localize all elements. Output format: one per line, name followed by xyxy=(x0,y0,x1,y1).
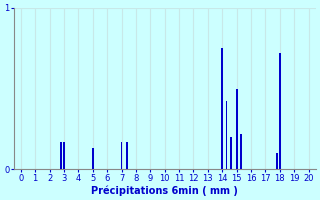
Bar xyxy=(279,53,281,169)
X-axis label: Précipitations 6min ( mm ): Précipitations 6min ( mm ) xyxy=(91,185,238,196)
Bar xyxy=(236,89,237,169)
Bar xyxy=(226,101,228,169)
Bar xyxy=(221,48,223,169)
Bar xyxy=(276,153,278,169)
Bar xyxy=(126,142,128,169)
Bar xyxy=(240,134,242,169)
Bar xyxy=(63,142,65,169)
Bar xyxy=(121,142,122,169)
Bar xyxy=(230,137,232,169)
Bar xyxy=(60,142,62,169)
Bar xyxy=(92,148,94,169)
